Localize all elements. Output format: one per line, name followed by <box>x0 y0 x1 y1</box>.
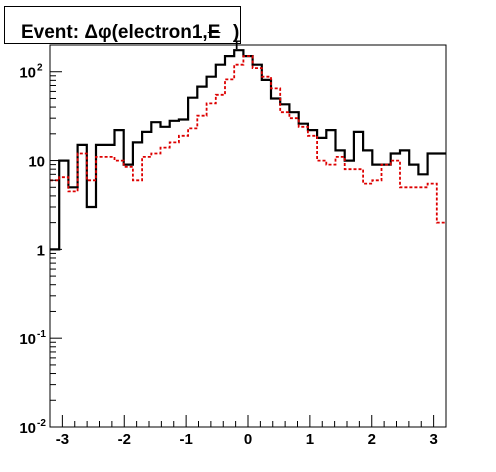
y-tick-exponent: -1 <box>37 329 46 340</box>
x-tick-label: -1 <box>179 431 192 448</box>
x-tick-label: 2 <box>368 431 376 448</box>
y-tick-label: 10 <box>28 154 45 171</box>
y-tick-label: 1 <box>37 242 45 259</box>
chart-title-suffix: E <box>207 22 221 43</box>
y-tick-exponent: -2 <box>37 418 46 429</box>
x-tick-label: 1 <box>306 431 314 448</box>
histogram-series-1 <box>50 49 446 251</box>
x-tick-label: 0 <box>244 431 252 448</box>
chart-title-main: Event: Δφ(electron1, <box>21 22 208 43</box>
y-tick-label: 10 <box>19 65 36 82</box>
x-tick-label: -2 <box>118 431 131 448</box>
title-box: Event: Δφ(electron1,E T ) <box>4 6 241 52</box>
chart-title-subscript: T <box>233 38 241 52</box>
x-tick-label: 3 <box>429 431 437 448</box>
x-tick-label: -3 <box>56 431 69 448</box>
histogram-series-2 <box>50 55 446 224</box>
y-tick-exponent: 2 <box>37 63 43 74</box>
chart-title-close: ) <box>233 22 240 43</box>
y-tick-label: 10 <box>19 420 36 437</box>
y-tick-label: 10 <box>19 331 36 348</box>
series-layer <box>50 49 446 251</box>
chart-title: Event: Δφ(electron1,E <box>21 22 220 44</box>
plot-frame <box>49 44 447 428</box>
